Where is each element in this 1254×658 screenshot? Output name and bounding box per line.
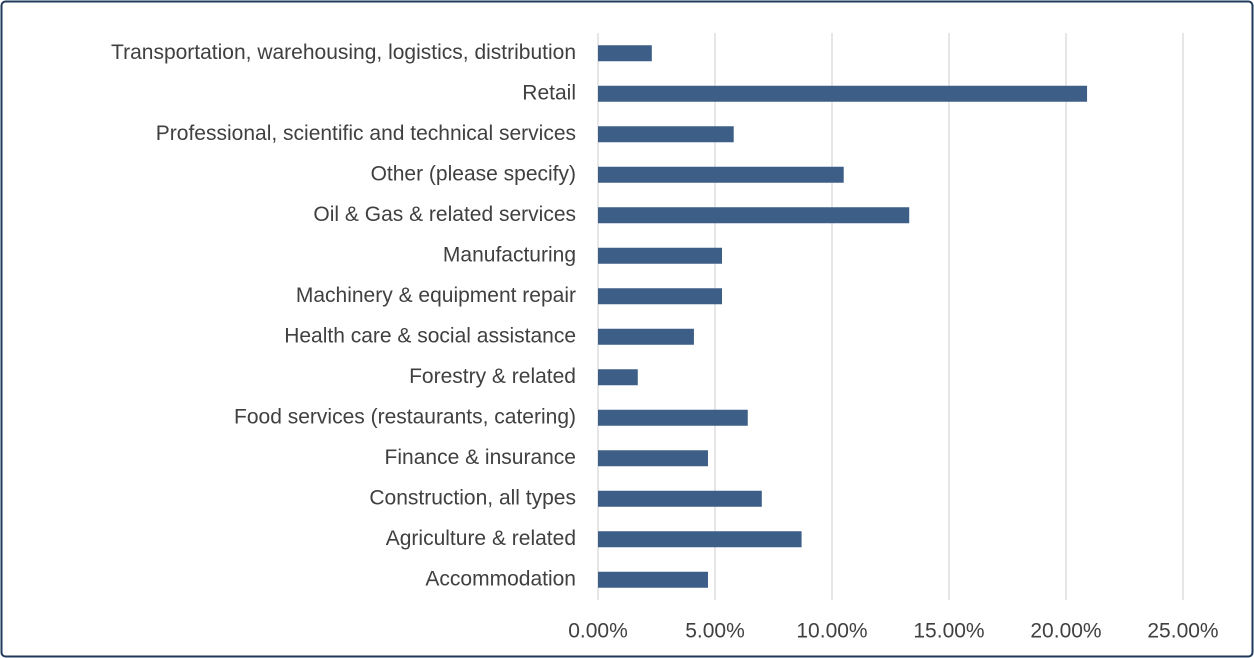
y-tick-label: Health care & social assistance — [284, 324, 576, 347]
bar — [598, 409, 748, 426]
y-tick-label: Food services (restaurants, catering) — [234, 405, 576, 428]
x-tick-label: 0.00% — [568, 620, 628, 643]
bar — [598, 369, 638, 386]
bar — [598, 288, 723, 305]
y-tick-label: Manufacturing — [443, 243, 576, 266]
y-tick-label: Oil & Gas & related services — [313, 203, 576, 226]
bar — [598, 85, 1088, 102]
x-tick-label: 25.00% — [1147, 620, 1218, 643]
bar — [598, 571, 708, 588]
bar — [598, 45, 652, 62]
x-tick-label: 20.00% — [1030, 620, 1101, 643]
bar — [598, 207, 910, 224]
bar — [598, 328, 694, 345]
y-tick-label: Forestry & related — [409, 365, 576, 388]
bar — [598, 490, 762, 507]
y-tick-label: Transportation, warehousing, logistics, … — [111, 41, 576, 64]
bar — [598, 247, 723, 264]
y-tick-label: Accommodation — [425, 567, 576, 590]
bar — [598, 531, 802, 548]
x-tick-label: 10.00% — [796, 620, 867, 643]
y-tick-label: Construction, all types — [369, 486, 576, 509]
y-tick-label: Agriculture & related — [386, 527, 576, 550]
y-tick-label: Retail — [522, 81, 576, 104]
bar — [598, 450, 708, 467]
y-tick-label: Finance & insurance — [385, 446, 576, 469]
x-tick-label: 5.00% — [685, 620, 745, 643]
y-tick-label: Machinery & equipment repair — [296, 284, 576, 307]
bar — [598, 166, 844, 183]
bar — [598, 126, 734, 143]
y-tick-label: Other (please specify) — [371, 162, 576, 185]
y-tick-label: Professional, scientific and technical s… — [156, 122, 576, 145]
x-tick-label: 15.00% — [913, 620, 984, 643]
